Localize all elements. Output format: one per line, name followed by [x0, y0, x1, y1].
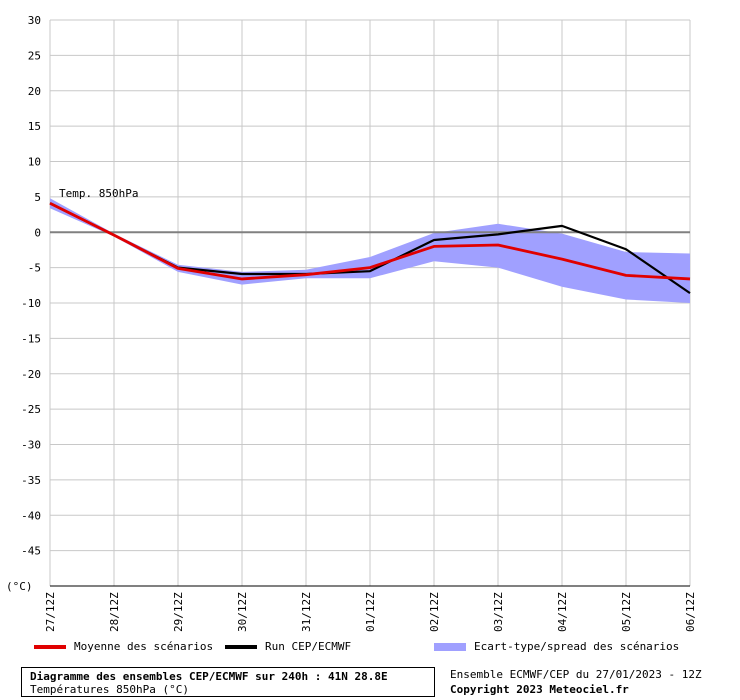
legend-label-mean: Moyenne des scénarios — [74, 640, 214, 653]
x-tick-label: 03/12Z — [492, 592, 505, 632]
x-tick-label: 04/12Z — [556, 592, 569, 632]
y-tick-label: 30 — [28, 14, 41, 27]
x-tick-label: 31/12Z — [300, 592, 313, 632]
y-tick-label: 25 — [28, 49, 41, 62]
ensemble-chart: 30 25 20 15 10 5 0 -5 -10 -15 -20 -25 -30 -35 -40 -45 2… — [6, 14, 697, 632]
copyright: Copyright 2023 Meteociel.fr — [450, 683, 629, 696]
y-tick-label: 15 — [28, 120, 41, 133]
x-tick-label: 27/12Z — [44, 592, 57, 632]
y-tick-label: -35 — [21, 474, 41, 487]
x-tick-label: 01/12Z — [364, 592, 377, 632]
y-tick-label: -15 — [21, 332, 41, 345]
y-tick-label: -5 — [28, 262, 41, 275]
x-tick-label: 30/12Z — [236, 592, 249, 632]
y-tick-label: -40 — [21, 509, 41, 522]
x-tick-label: 02/12Z — [428, 592, 441, 632]
chart-subtitle: Températures 850hPa (°C) — [30, 683, 189, 696]
x-tick-label: 06/12Z — [684, 592, 697, 632]
ensemble-info: Ensemble ECMWF/CEP du 27/01/2023 - 12Z — [450, 668, 702, 681]
y-axis-unit-label: (°C) — [6, 580, 33, 593]
chart-title-box: Diagramme des ensembles CEP/ECMWF sur 24… — [21, 667, 435, 697]
legend-item-run: Run CEP/ECMWF — [225, 640, 351, 653]
temp-850-annotation: Temp. 850hPa — [59, 187, 138, 200]
y-tick-label: -20 — [21, 368, 41, 381]
y-tick-label: -45 — [21, 545, 41, 558]
y-tick-label: -30 — [21, 439, 41, 452]
y-tick-label: 20 — [28, 85, 41, 98]
y-tick-label: -25 — [21, 403, 41, 416]
legend-label-run: Run CEP/ECMWF — [265, 640, 352, 653]
series-lines-layer — [49, 201, 691, 295]
chart-title: Diagramme des ensembles CEP/ECMWF sur 24… — [30, 670, 388, 683]
legend-swatch-run — [225, 644, 257, 649]
legend-label-spread: Ecart-type/spread des scénarios — [474, 640, 680, 653]
x-tick-label: 28/12Z — [108, 592, 121, 632]
x-tick-label: 05/12Z — [620, 592, 633, 632]
y-tick-label: 0 — [34, 226, 41, 239]
legend-swatch-spread — [434, 642, 466, 651]
y-tick-label: 10 — [28, 156, 41, 169]
y-tick-labels: 30 25 20 15 10 5 0 -5 -10 -15 -20 -25 -30 -35 -40 -45 — [21, 14, 41, 558]
grid-lines — [49, 19, 691, 587]
spread-band-layer — [50, 198, 690, 303]
y-tick-label: 5 — [34, 191, 41, 204]
legend-item-spread: Ecart-type/spread des scénarios — [434, 640, 679, 653]
run-info: Ensemble ECMWF/CEP du 27/01/2023 - 12Z C… — [450, 667, 702, 697]
legend-swatch-mean — [34, 644, 66, 649]
spread-band — [50, 198, 690, 303]
mean-series-line — [49, 201, 691, 281]
legend-item-mean: Moyenne des scénarios — [34, 640, 213, 653]
x-tick-label: 29/12Z — [172, 592, 185, 632]
x-tick-labels: 27/12Z 28/12Z 29/12Z 30/12Z 31/12Z 01/12Z 02/1… — [44, 592, 697, 632]
y-tick-label: -10 — [21, 297, 41, 310]
